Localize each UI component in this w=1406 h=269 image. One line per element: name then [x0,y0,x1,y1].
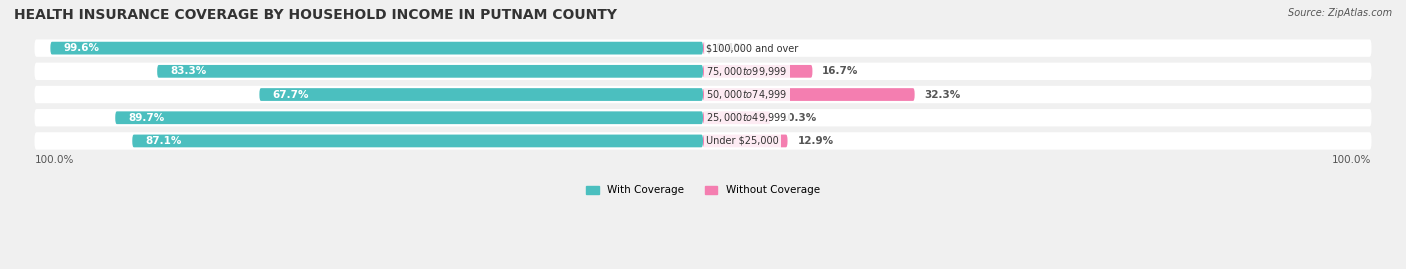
Text: $25,000 to $49,999: $25,000 to $49,999 [706,111,787,124]
Text: 87.1%: 87.1% [145,136,181,146]
Text: Source: ZipAtlas.com: Source: ZipAtlas.com [1288,8,1392,18]
Text: 100.0%: 100.0% [1331,155,1371,165]
Text: 0.4%: 0.4% [716,43,745,53]
Text: 16.7%: 16.7% [823,66,859,76]
FancyBboxPatch shape [703,65,813,78]
FancyBboxPatch shape [132,134,703,147]
FancyBboxPatch shape [35,86,1371,103]
FancyBboxPatch shape [35,132,1371,150]
FancyBboxPatch shape [35,63,1371,80]
Text: $100,000 and over: $100,000 and over [706,43,799,53]
FancyBboxPatch shape [703,111,770,124]
Text: 100.0%: 100.0% [35,155,75,165]
FancyBboxPatch shape [703,134,787,147]
FancyBboxPatch shape [51,42,703,55]
FancyBboxPatch shape [259,88,703,101]
Text: HEALTH INSURANCE COVERAGE BY HOUSEHOLD INCOME IN PUTNAM COUNTY: HEALTH INSURANCE COVERAGE BY HOUSEHOLD I… [14,8,617,22]
FancyBboxPatch shape [157,65,703,78]
FancyBboxPatch shape [703,88,915,101]
FancyBboxPatch shape [35,109,1371,126]
Text: $75,000 to $99,999: $75,000 to $99,999 [706,65,787,78]
FancyBboxPatch shape [115,111,703,124]
Text: 67.7%: 67.7% [273,90,309,100]
Text: 83.3%: 83.3% [170,66,207,76]
Text: 99.6%: 99.6% [63,43,100,53]
Text: 12.9%: 12.9% [797,136,834,146]
FancyBboxPatch shape [703,42,706,55]
Legend: With Coverage, Without Coverage: With Coverage, Without Coverage [582,181,824,200]
FancyBboxPatch shape [35,40,1371,57]
Text: Under $25,000: Under $25,000 [706,136,779,146]
Text: 10.3%: 10.3% [780,113,817,123]
Text: 89.7%: 89.7% [128,113,165,123]
Text: $50,000 to $74,999: $50,000 to $74,999 [706,88,787,101]
Text: 32.3%: 32.3% [925,90,960,100]
